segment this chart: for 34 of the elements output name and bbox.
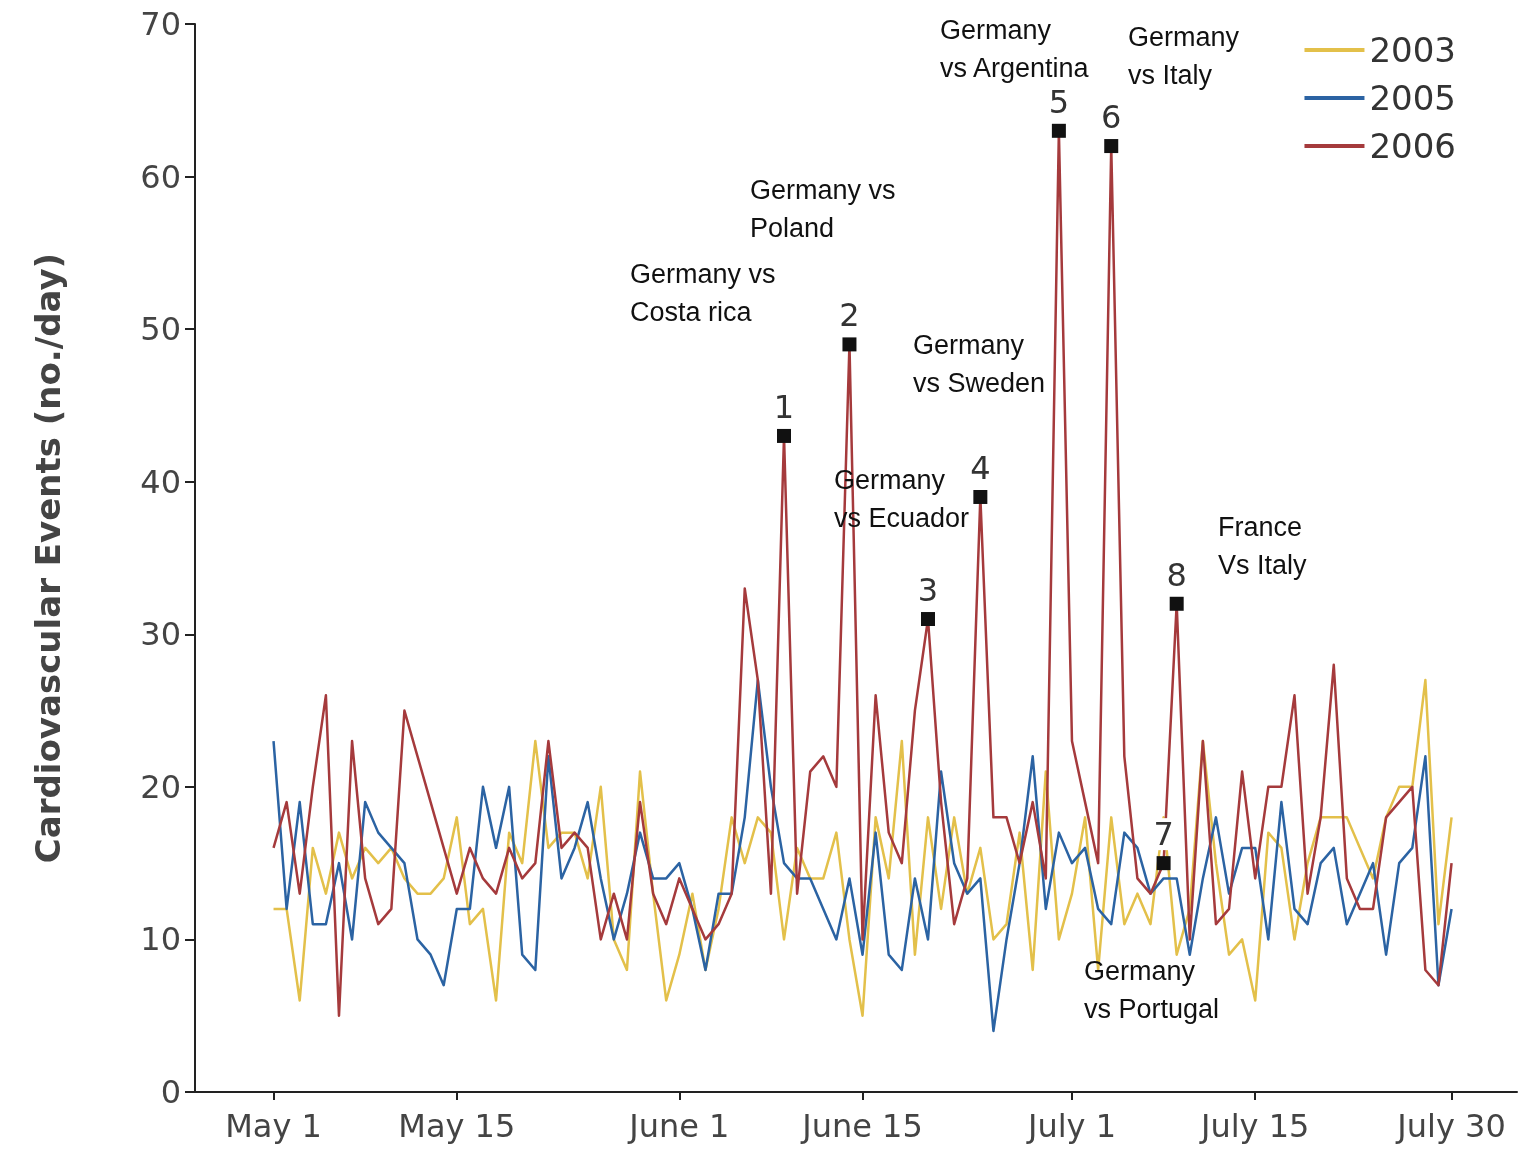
annotation: Germany vs Argentina	[940, 15, 1090, 83]
x-tick-label: July 15	[1199, 1107, 1310, 1145]
y-tick-label: 50	[140, 310, 181, 349]
annotation: 8	[1166, 555, 1187, 594]
y-tick-label: 0	[160, 1073, 181, 1111]
x-tick-label: May 1	[225, 1107, 322, 1145]
y-axis-title: Cardiovascular Events (no./day)	[28, 252, 68, 864]
annotation: 6	[1101, 98, 1122, 137]
annotation: Germany vs Poland	[750, 175, 896, 243]
x-tick-label: July 1	[1025, 1107, 1117, 1145]
y-tick-label: 30	[140, 615, 181, 654]
annotation: Germany vs Sweden	[913, 330, 1046, 398]
legend-label: 2006	[1369, 126, 1456, 166]
y-tick-label: 40	[140, 462, 181, 501]
x-tick-label: June 1	[627, 1107, 730, 1145]
annotation: Germany vs Italy	[1128, 22, 1240, 90]
y-tick-label: 70	[140, 5, 181, 43]
x-tick-label: June 15	[800, 1107, 923, 1145]
annotation: France Vs Italy	[1218, 512, 1308, 580]
y-tick-label: 10	[140, 920, 181, 959]
legend-label: 2005	[1369, 78, 1456, 118]
legend-label: 2003	[1369, 30, 1456, 70]
annotation: 5	[1048, 82, 1070, 121]
annotation: 3	[917, 571, 939, 610]
annotation: 2	[839, 296, 860, 335]
annotation: Germany vs Costa rica	[630, 259, 776, 327]
annotation: 1	[773, 387, 795, 426]
x-tick-label: July 30	[1395, 1107, 1506, 1145]
annotation: 4	[970, 448, 991, 487]
y-tick-label: 20	[140, 767, 181, 806]
y-tick-label: 60	[140, 157, 181, 196]
annotation: Germany vs Portugal	[1084, 956, 1220, 1024]
annotation: 7	[1153, 815, 1174, 854]
x-tick-label: May 15	[398, 1107, 516, 1145]
